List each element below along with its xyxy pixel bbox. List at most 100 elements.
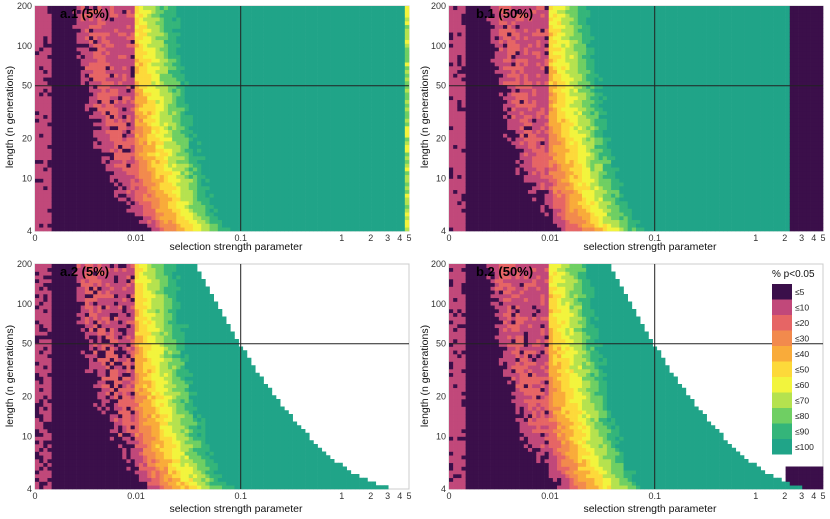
- heatmap-cell: [155, 174, 160, 179]
- heatmap-cell: [163, 28, 169, 33]
- heatmap-cell: [288, 58, 293, 63]
- heatmap-cell: [89, 193, 94, 198]
- heatmap-cell: [226, 62, 231, 67]
- heatmap-cell: [209, 152, 214, 157]
- heatmap-cell: [105, 118, 111, 123]
- heatmap-cell: [113, 141, 119, 146]
- heatmap-cell: [105, 99, 111, 104]
- heatmap-cell: [167, 118, 173, 123]
- heatmap-cell: [184, 62, 190, 67]
- heatmap-cell: [251, 137, 256, 142]
- heatmap-cell: [255, 51, 260, 56]
- heatmap-cell: [305, 103, 310, 108]
- heatmap-cell: [93, 24, 98, 29]
- heatmap-cell: [205, 133, 210, 138]
- heatmap-cell: [359, 197, 364, 202]
- heatmap-cell: [317, 163, 323, 168]
- heatmap-cell: [89, 129, 94, 134]
- heatmap-cell: [138, 171, 144, 176]
- heatmap-cell: [201, 66, 206, 71]
- heatmap-cell: [354, 17, 360, 22]
- heatmap-cell: [159, 144, 165, 149]
- heatmap-cell: [213, 148, 219, 153]
- heatmap-cell: [55, 163, 61, 168]
- heatmap-cell: [217, 6, 223, 11]
- heatmap-cell: [51, 88, 57, 93]
- heatmap-cell: [109, 144, 115, 149]
- heatmap-cell: [197, 62, 202, 67]
- heatmap-cell: [72, 223, 77, 228]
- heatmap-cell: [51, 174, 57, 179]
- heatmap-cell: [201, 193, 206, 198]
- heatmap-cell: [317, 216, 323, 221]
- heatmap-cell: [317, 133, 323, 138]
- heatmap-cell: [43, 21, 48, 26]
- heatmap-cell: [300, 58, 306, 63]
- heatmap-cell: [55, 69, 61, 74]
- heatmap-cell: [47, 39, 52, 44]
- heatmap-cell: [338, 122, 343, 127]
- heatmap-cell: [184, 114, 190, 119]
- heatmap-cell: [151, 156, 156, 161]
- heatmap-cell: [155, 208, 160, 213]
- heatmap-cell: [93, 28, 98, 33]
- heatmap-cell: [222, 6, 227, 11]
- heatmap-cell: [213, 219, 219, 224]
- heatmap-cell: [267, 28, 273, 33]
- heatmap-cell: [134, 84, 140, 89]
- heatmap-cell: [89, 77, 94, 82]
- heatmap-cell: [84, 189, 90, 194]
- heatmap-cell: [259, 47, 264, 52]
- heatmap-cell: [354, 144, 360, 149]
- heatmap-cell: [330, 219, 335, 224]
- heatmap-cell: [292, 107, 298, 112]
- heatmap-cell: [300, 141, 306, 146]
- heatmap-cell: [288, 13, 293, 18]
- heatmap-cell: [35, 186, 40, 191]
- heatmap-cell: [330, 84, 335, 89]
- heatmap-cell: [354, 99, 360, 104]
- heatmap-cell: [226, 43, 231, 48]
- heatmap-cell: [151, 84, 156, 89]
- heatmap-cell: [309, 208, 314, 213]
- heatmap-cell: [147, 13, 152, 18]
- heatmap-cell: [105, 114, 111, 119]
- heatmap-cell: [255, 227, 260, 232]
- heatmap-cell: [118, 208, 123, 213]
- heatmap-cell: [317, 197, 323, 202]
- heatmap-cell: [367, 174, 372, 179]
- heatmap-cell: [180, 92, 185, 97]
- heatmap-cell: [93, 122, 98, 127]
- heatmap-cell: [163, 69, 169, 74]
- heatmap-cell: [159, 189, 165, 194]
- heatmap-cell: [89, 81, 94, 86]
- heatmap-cell: [201, 141, 206, 146]
- heatmap-cell: [359, 133, 364, 138]
- heatmap-cell: [122, 167, 127, 172]
- heatmap-cell: [192, 32, 198, 37]
- heatmap-cell: [321, 163, 327, 168]
- heatmap-cell: [176, 133, 181, 138]
- heatmap-cell: [130, 58, 136, 63]
- heatmap-cell: [334, 159, 339, 164]
- heatmap-cell: [59, 174, 65, 179]
- heatmap-cell: [151, 141, 156, 146]
- heatmap-cell: [371, 17, 377, 22]
- heatmap-cell: [155, 182, 160, 187]
- heatmap-cell: [367, 28, 372, 33]
- heatmap-cell: [192, 174, 198, 179]
- heatmap-cell: [118, 36, 123, 41]
- heatmap-cell: [97, 88, 102, 93]
- heatmap-cell: [143, 84, 148, 89]
- heatmap-cell: [276, 174, 281, 179]
- heatmap-cell: [72, 13, 77, 18]
- heatmap-cell: [371, 111, 377, 116]
- heatmap-cell: [205, 36, 210, 41]
- heatmap-cell: [267, 92, 273, 97]
- heatmap-cell: [197, 122, 202, 127]
- heatmap-cell: [167, 126, 173, 131]
- heatmap-cell: [105, 189, 111, 194]
- heatmap-cell: [126, 171, 131, 176]
- heatmap-cell: [213, 152, 219, 157]
- heatmap-cell: [209, 96, 214, 101]
